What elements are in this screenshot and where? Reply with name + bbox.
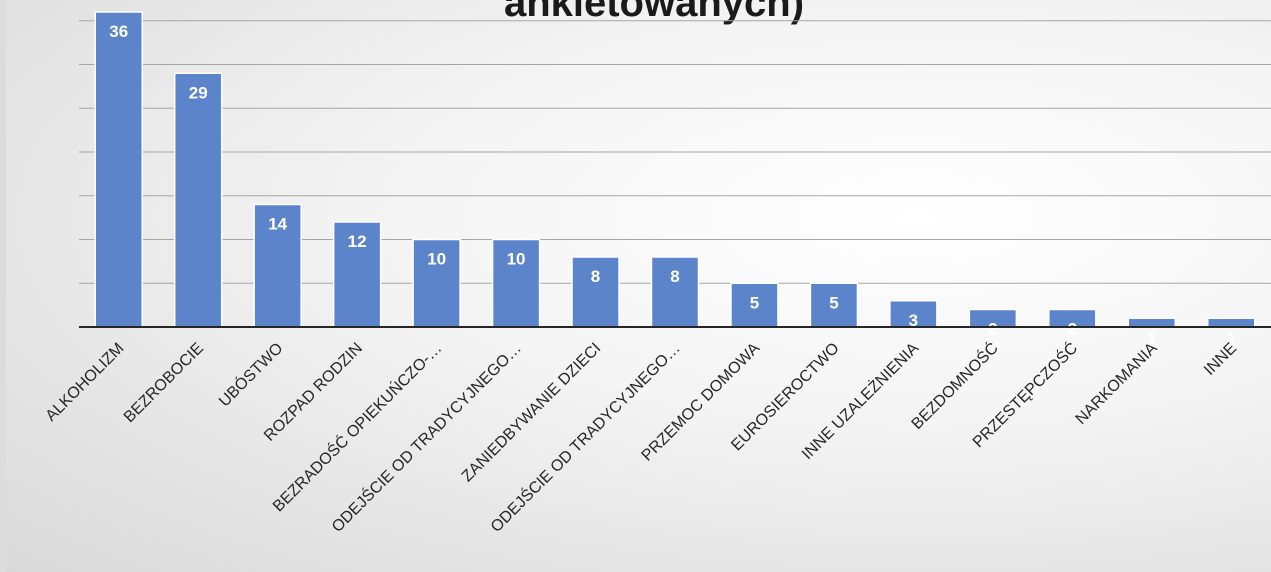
data-label: 3 [909, 311, 918, 330]
data-label: 14 [268, 215, 287, 234]
data-label: 8 [670, 267, 679, 286]
data-label: 36 [109, 22, 128, 41]
data-label: 2 [1068, 320, 1077, 339]
bar [332, 221, 382, 328]
data-label: 8 [591, 267, 600, 286]
category-label: NARKOMANIA [1073, 340, 1161, 428]
bar [571, 256, 620, 328]
bar [809, 282, 859, 328]
bar [730, 282, 779, 328]
bar [1207, 317, 1256, 328]
category-label: ZANIEDBYWANIE DZIECI [459, 340, 604, 485]
data-label: 12 [348, 232, 367, 251]
data-label: 5 [829, 293, 838, 312]
bar [94, 11, 143, 328]
category-label: BEZRADOŚĆ OPIEKUŃCZO-… [269, 338, 446, 515]
data-label: 29 [189, 83, 208, 102]
data-label: 1 [1227, 328, 1236, 347]
category-label: UBÓSTWO [215, 338, 287, 410]
bar [491, 238, 541, 328]
category-label: ALKOHOLIZM [43, 340, 128, 425]
data-label: 10 [427, 250, 446, 269]
data-label: 1 [1147, 328, 1156, 347]
bar [173, 72, 223, 328]
data-label: 2 [988, 320, 997, 339]
data-label: 5 [750, 293, 759, 312]
data-labels: 36 29 14 12 10 10 8 8 5 5 3 2 2 1 1 [109, 22, 1236, 347]
data-label: 10 [507, 250, 526, 269]
bar [412, 238, 461, 328]
bar [1127, 317, 1177, 328]
category-label: BEZROBOCIE [121, 340, 207, 426]
